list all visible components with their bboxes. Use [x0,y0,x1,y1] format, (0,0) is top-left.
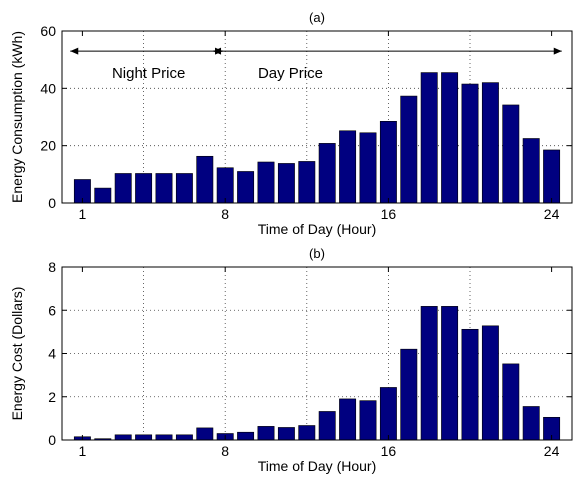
bar-hour-7 [196,155,214,204]
panel-a: 1 8 16 24 0 20 40 60 (a) Time of Day (Hour) Energy… [9,10,573,237]
bar-hour-14 [339,130,357,204]
bar-hour-20 [461,328,479,441]
bar-hour-22 [502,104,520,204]
y-tick-label: 2 [48,389,56,405]
y-tick-label: 0 [48,195,56,211]
y-tick-label: 0 [48,432,56,448]
y-axis-label: Energy Consumption (kWh) [9,31,25,203]
bar-hour-5 [155,434,173,441]
x-tick-label: 24 [544,443,560,459]
x-tick-label: 8 [221,206,229,222]
bar-hour-13 [318,143,336,204]
bar-hour-24 [543,149,561,204]
bar-hour-15 [359,132,377,204]
bar-hour-23 [522,406,540,441]
bar-hour-6 [175,173,193,204]
x-tick-label: 24 [544,206,560,222]
bar-hour-7 [196,427,214,441]
bar-hour-12 [298,425,316,441]
x-tick-label: 16 [381,206,397,222]
bar-hour-4 [135,173,153,204]
bar-hour-22 [502,363,520,441]
bar-hour-10 [257,161,275,204]
bar-hour-15 [359,400,377,441]
x-tick-label: 1 [79,206,87,222]
x-tick-label: 16 [381,443,397,459]
bar-hour-14 [339,398,357,441]
bar-hour-9 [237,171,255,204]
annotation-arrowhead-left [213,47,222,55]
bar-hour-18 [420,306,438,441]
x-tick-label: 1 [79,443,87,459]
bar-hour-17 [400,348,418,441]
bar-hour-2 [94,187,112,204]
bar-hour-4 [135,434,153,441]
bar-hour-21 [481,82,499,204]
x-axis-label: Time of Day (Hour) [258,458,377,474]
y-tick-label: 20 [40,138,56,154]
chart-title: (a) [309,10,325,25]
bar-hour-23 [522,138,540,204]
bar-hour-11 [277,163,295,204]
bar-hour-19 [441,72,459,204]
annotation-label: Day Price [258,65,323,82]
bar-hour-18 [420,72,438,204]
chart-title: (b) [309,246,325,261]
bar-hour-3 [114,434,132,441]
bar-hour-5 [155,173,173,204]
bar-hour-3 [114,173,132,204]
bar-hour-6 [175,434,193,441]
y-tick-label: 4 [48,346,56,362]
bar-hour-12 [298,161,316,204]
bar-hour-11 [277,427,295,441]
annotation-arrowhead-left [70,47,79,55]
y-tick-label: 40 [40,80,56,96]
y-axis-label: Energy Cost (Dollars) [9,287,25,421]
bar-hour-8 [216,167,234,204]
bar-hour-21 [481,325,499,441]
bar-hour-16 [379,387,397,441]
annotation-arrowhead-right [553,47,562,55]
y-tick-label: 8 [48,259,56,275]
bar-hour-20 [461,83,479,204]
x-axis-label: Time of Day (Hour) [258,221,377,237]
bar-hour-16 [379,121,397,204]
bar-hour-13 [318,411,336,441]
bar-hour-9 [237,431,255,441]
y-tick-label: 60 [40,23,56,39]
bar-hour-17 [400,95,418,204]
x-tick-label: 8 [221,443,229,459]
plot-frame [61,30,573,204]
bar-hour-10 [257,426,275,441]
bar-hour-19 [441,306,459,441]
annotation-label: Night Price [112,65,185,82]
y-tick-label: 6 [48,302,56,318]
